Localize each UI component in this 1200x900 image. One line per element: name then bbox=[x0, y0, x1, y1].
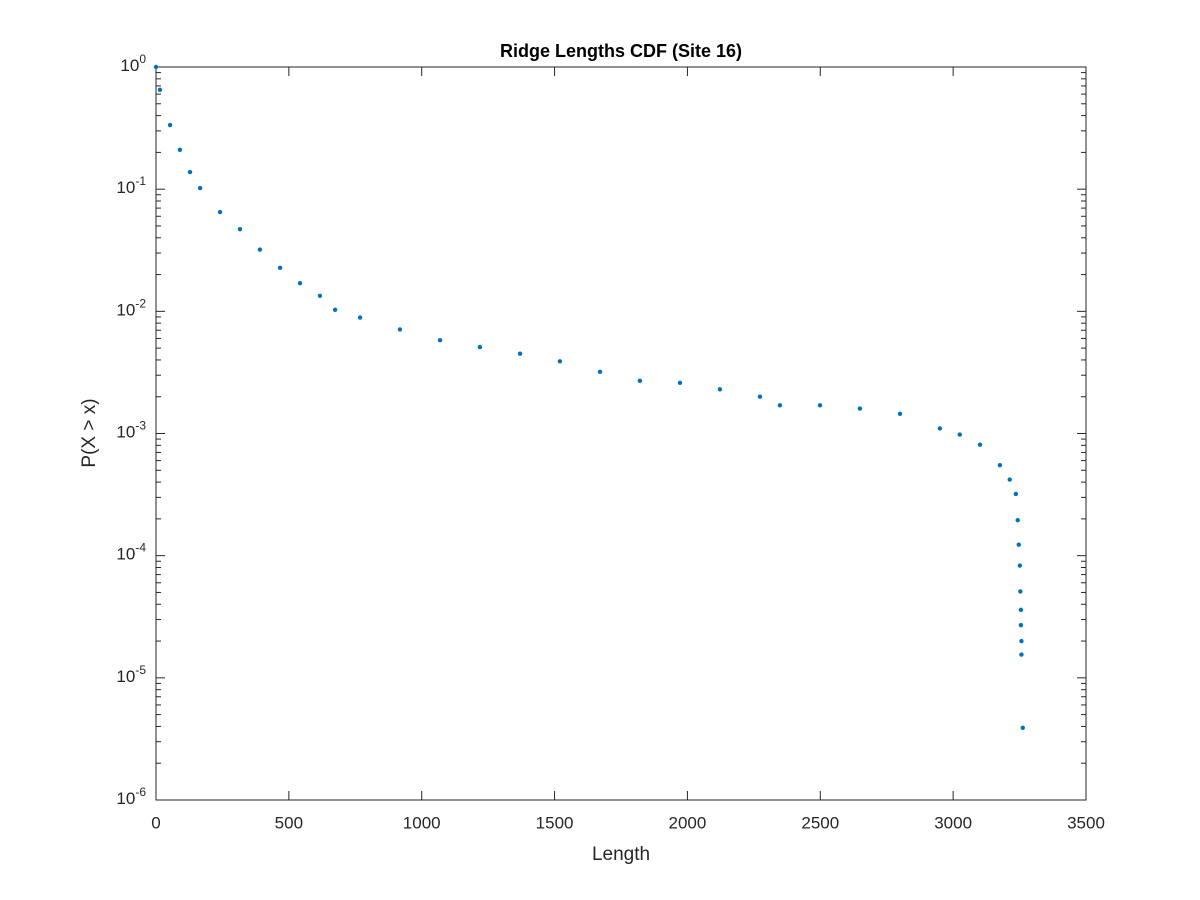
point bbox=[167, 122, 173, 128]
point bbox=[397, 327, 403, 332]
y-tick-label: 10-6 bbox=[116, 785, 146, 808]
axes-box bbox=[155, 66, 1087, 801]
point bbox=[817, 403, 823, 408]
point bbox=[1019, 652, 1024, 657]
point bbox=[777, 403, 783, 408]
y-tick-label: 10-3 bbox=[116, 419, 146, 442]
point bbox=[1015, 518, 1020, 523]
point bbox=[1018, 589, 1023, 594]
point bbox=[757, 394, 763, 399]
point bbox=[937, 426, 943, 431]
point bbox=[1016, 542, 1021, 547]
point bbox=[597, 369, 603, 374]
point bbox=[1018, 607, 1024, 613]
point bbox=[187, 169, 193, 175]
y-axis-label: P(X > x) bbox=[79, 398, 100, 467]
chart-title: Ridge Lengths CDF (Site 16) bbox=[500, 41, 742, 61]
y-tick-label: 10-4 bbox=[116, 541, 146, 564]
point bbox=[437, 338, 443, 343]
y-tick-label: 10-2 bbox=[116, 297, 146, 320]
point bbox=[677, 380, 683, 386]
x-tick-label: 3500 bbox=[1067, 813, 1105, 832]
point bbox=[257, 247, 263, 252]
point bbox=[177, 147, 183, 153]
point bbox=[857, 406, 863, 411]
point bbox=[957, 432, 962, 437]
point bbox=[1020, 725, 1025, 730]
point bbox=[217, 209, 223, 215]
point bbox=[977, 442, 983, 447]
point bbox=[997, 463, 1003, 468]
point bbox=[277, 265, 283, 271]
point bbox=[317, 293, 323, 299]
point bbox=[1019, 638, 1024, 644]
point bbox=[153, 64, 159, 70]
point bbox=[297, 280, 303, 286]
point bbox=[637, 378, 643, 384]
point bbox=[1018, 622, 1024, 628]
point bbox=[477, 344, 483, 350]
y-tick-label: 10-5 bbox=[116, 663, 146, 686]
x-tick-label: 2500 bbox=[801, 813, 839, 832]
point bbox=[237, 227, 243, 232]
point bbox=[1017, 563, 1023, 568]
point bbox=[1013, 491, 1019, 497]
point bbox=[157, 87, 163, 93]
x-tick-label: 1500 bbox=[536, 813, 574, 832]
point bbox=[517, 351, 523, 356]
point bbox=[197, 185, 203, 191]
point bbox=[897, 411, 903, 416]
y-tick-label: 10-1 bbox=[116, 174, 146, 197]
point bbox=[557, 359, 563, 364]
point bbox=[717, 387, 723, 392]
x-tick-label: 500 bbox=[275, 813, 303, 832]
point bbox=[1007, 477, 1012, 482]
y-tick-label: 100 bbox=[120, 52, 146, 75]
point bbox=[357, 315, 363, 320]
x-tick-label: 2000 bbox=[669, 813, 707, 832]
x-tick-label: 1000 bbox=[403, 813, 441, 832]
x-axis-label: Length bbox=[592, 844, 650, 865]
x-tick-label: 0 bbox=[151, 813, 160, 832]
x-tick-label: 3000 bbox=[934, 813, 972, 832]
point bbox=[332, 307, 338, 312]
